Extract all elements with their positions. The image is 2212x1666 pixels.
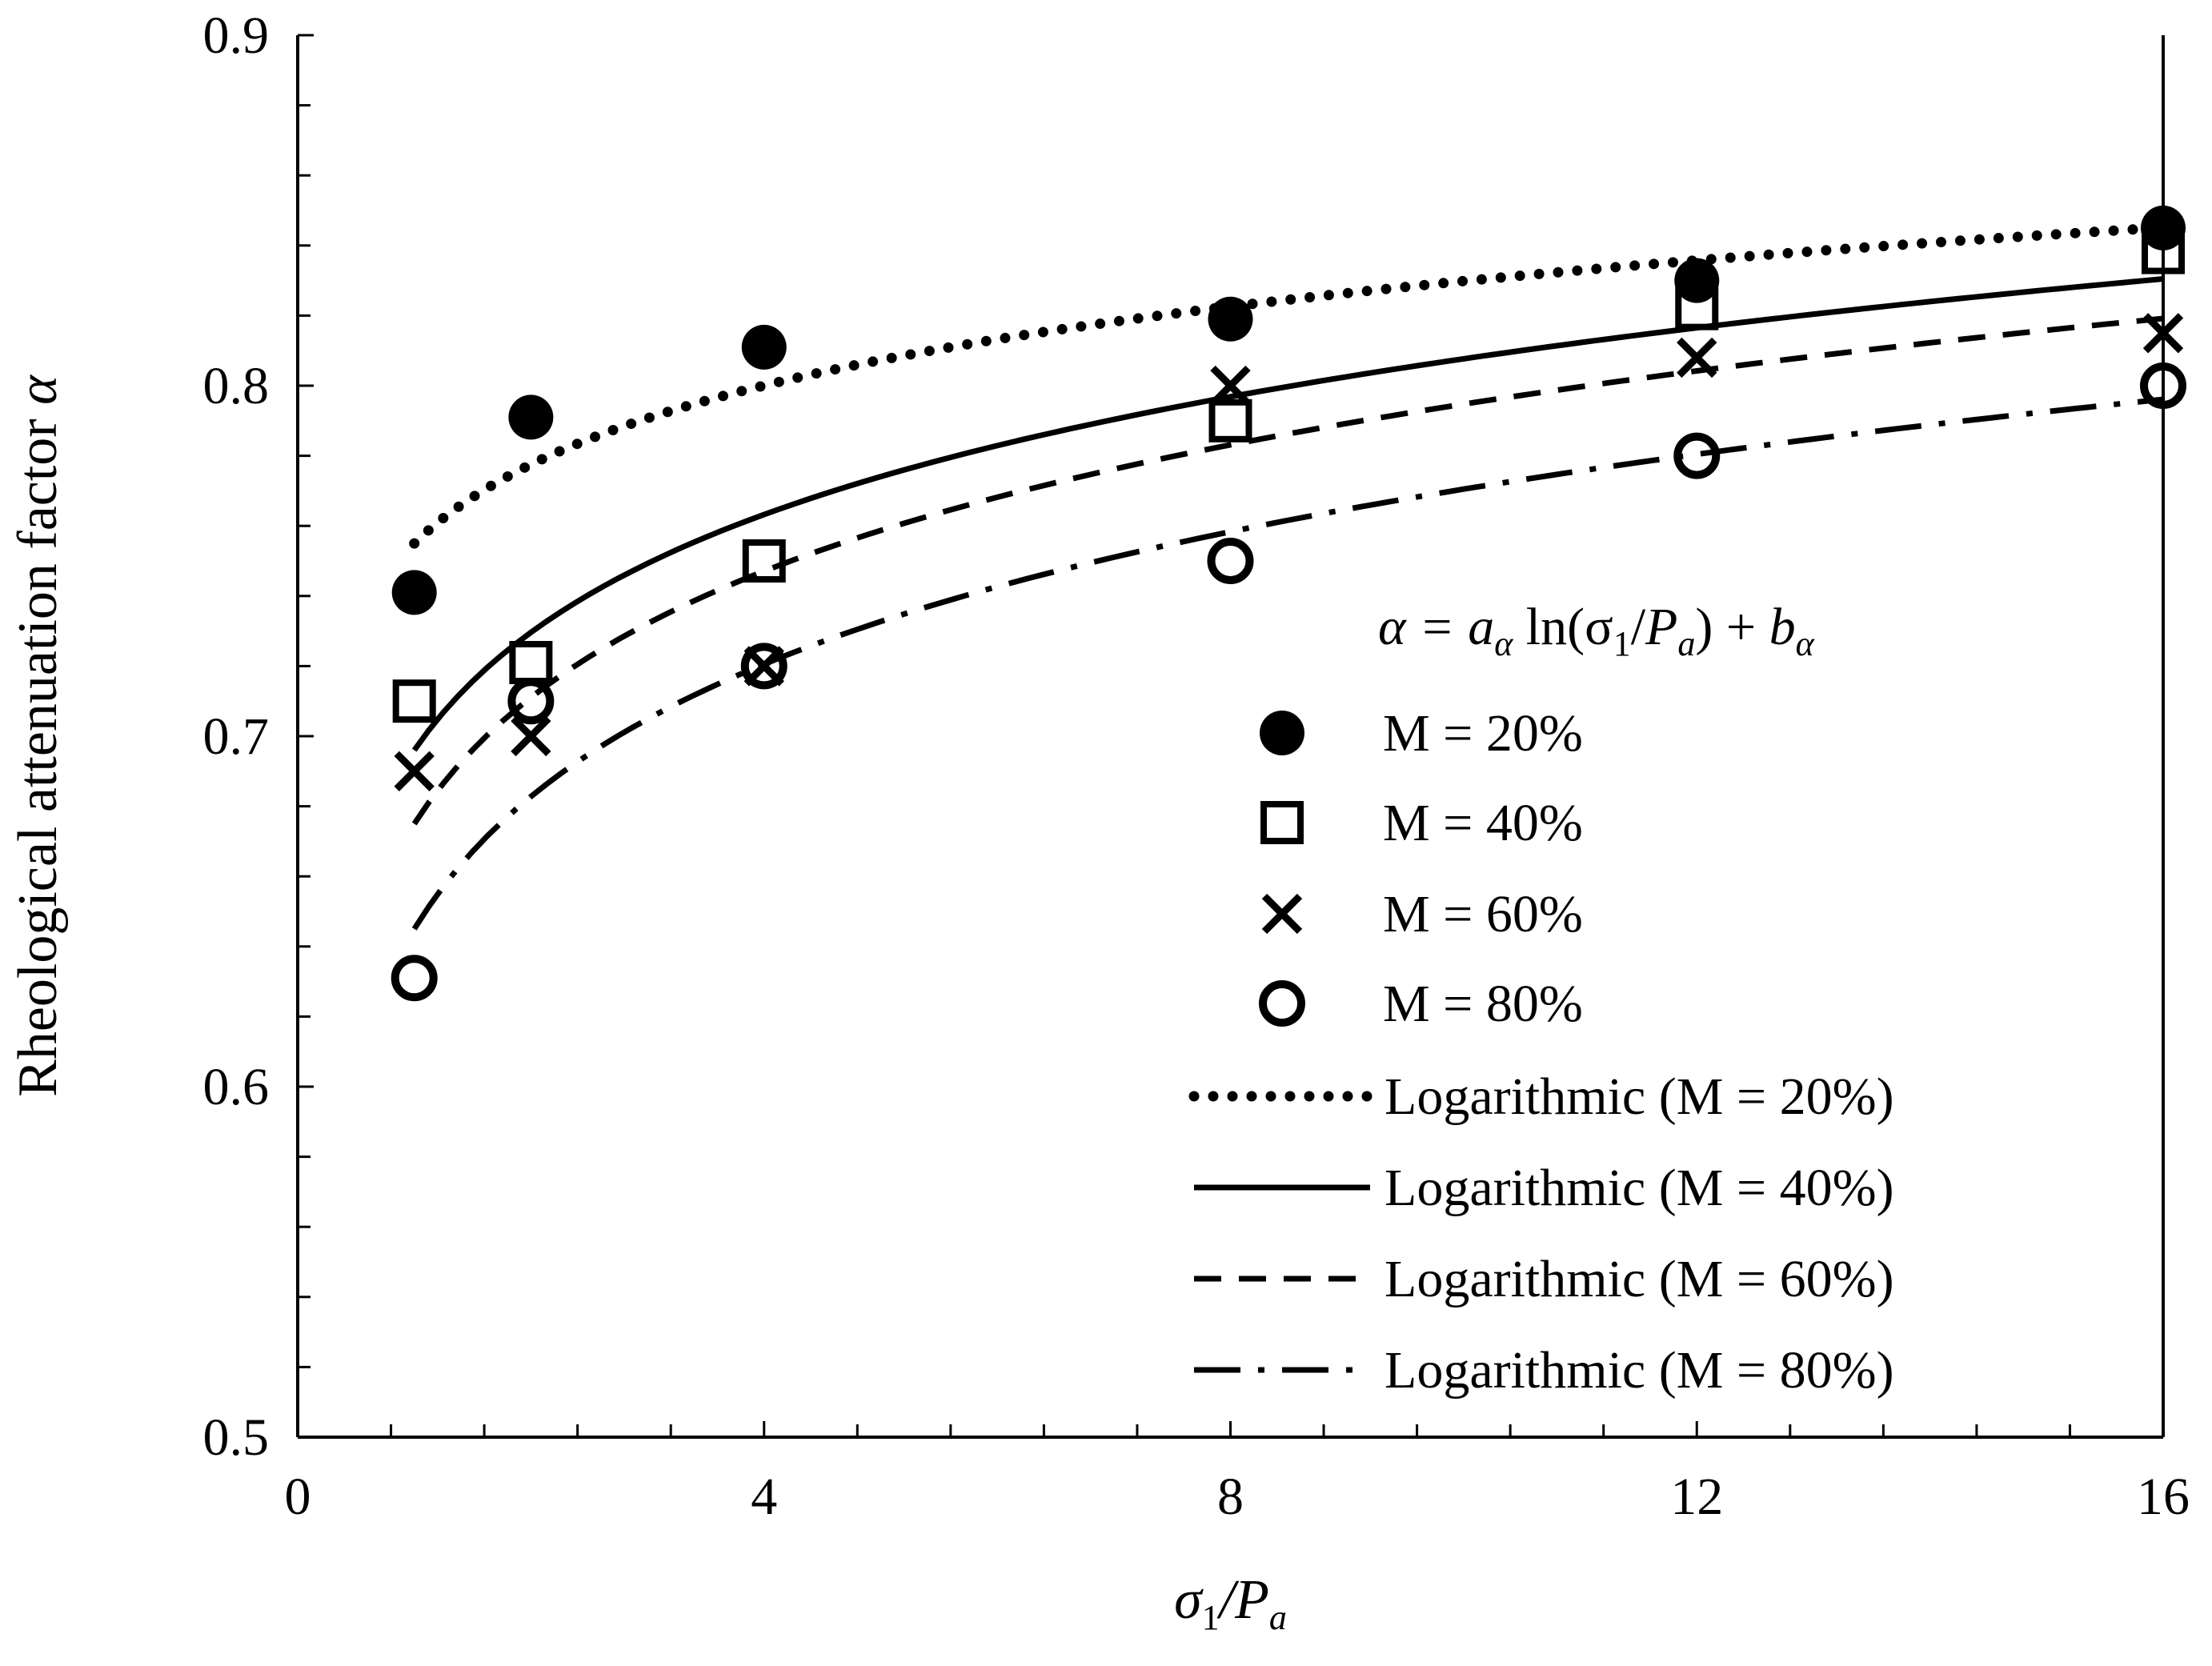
y-tick-label: 0.9 (203, 6, 270, 65)
legend-label: M = 40% (1383, 794, 1583, 852)
trendline-m60 (411, 315, 2164, 826)
trendline-m40 (411, 276, 2164, 752)
trendline-m80 (411, 396, 2164, 931)
legend-label: Logarithmic (M = 80%) (1385, 1341, 1894, 1400)
y-tick-label: 0.6 (203, 1058, 270, 1116)
data-point-m40 (1675, 286, 1719, 330)
data-point-m60 (2142, 313, 2184, 354)
legend-label: M = 80% (1383, 975, 1583, 1033)
legend-marker-m20 (1260, 711, 1304, 755)
x-tick-label: 4 (751, 1468, 777, 1526)
data-point-m20 (391, 570, 437, 615)
data-point-m80 (1207, 538, 1254, 584)
x-tick-label: 0 (285, 1468, 311, 1526)
legend: M = 20% M = 40% M = 60% M = 80% Logarithmic … (1188, 704, 1894, 1400)
legend-label: Logarithmic (M = 40%) (1385, 1159, 1894, 1217)
data-point-m20 (508, 394, 554, 440)
data-point-layer (391, 205, 2186, 1002)
data-point-m20 (741, 324, 787, 370)
data-point-m20 (2141, 205, 2186, 250)
data-point-m60 (511, 715, 551, 757)
data-point-m80 (740, 643, 787, 690)
x-axis-title: σ1/Pa (1174, 1569, 1287, 1637)
data-point-m80 (507, 678, 555, 725)
legend-label: M = 20% (1383, 704, 1583, 763)
y-tick-label: 0.8 (203, 357, 270, 415)
legend-marker-m60 (1261, 893, 1303, 935)
data-point-m80 (1673, 432, 1721, 479)
data-point-m20 (1208, 296, 1253, 342)
data-point-m80 (2140, 362, 2186, 409)
data-point-m60 (394, 751, 435, 791)
legend-formula: α = aα ln(σ1/Pa) + bα (1378, 598, 1815, 663)
y-tick-label: 0.5 (203, 1408, 270, 1467)
legend-marker-m80 (1259, 980, 1305, 1027)
data-point-m40 (742, 539, 786, 583)
trendline-layer (409, 222, 2169, 931)
data-point-m80 (391, 955, 438, 1002)
data-point-m40 (2142, 230, 2185, 274)
legend-label: Logarithmic (M = 60%) (1385, 1250, 1894, 1308)
y-tick-label: 0.7 (203, 707, 270, 766)
legend-marker-m40 (1260, 801, 1304, 844)
data-point-m60 (1677, 337, 1717, 378)
axis-layer: 0.5 0.6 0.7 0.8 0.9 0 4 8 12 16 (203, 6, 2190, 1526)
data-point-m40 (392, 679, 436, 723)
data-point-m40 (1208, 398, 1252, 443)
legend-label: Logarithmic (M = 20%) (1385, 1067, 1894, 1126)
data-point-m60 (1210, 365, 1251, 406)
x-tick-label: 16 (2137, 1468, 2190, 1526)
legend-label: M = 60% (1383, 885, 1583, 943)
x-tick-label: 12 (1670, 1468, 1723, 1526)
trendline-m20 (409, 222, 2169, 549)
x-tick-label: 8 (1217, 1468, 1244, 1526)
y-axis-title: Rheological attenuation factor α (7, 374, 69, 1097)
